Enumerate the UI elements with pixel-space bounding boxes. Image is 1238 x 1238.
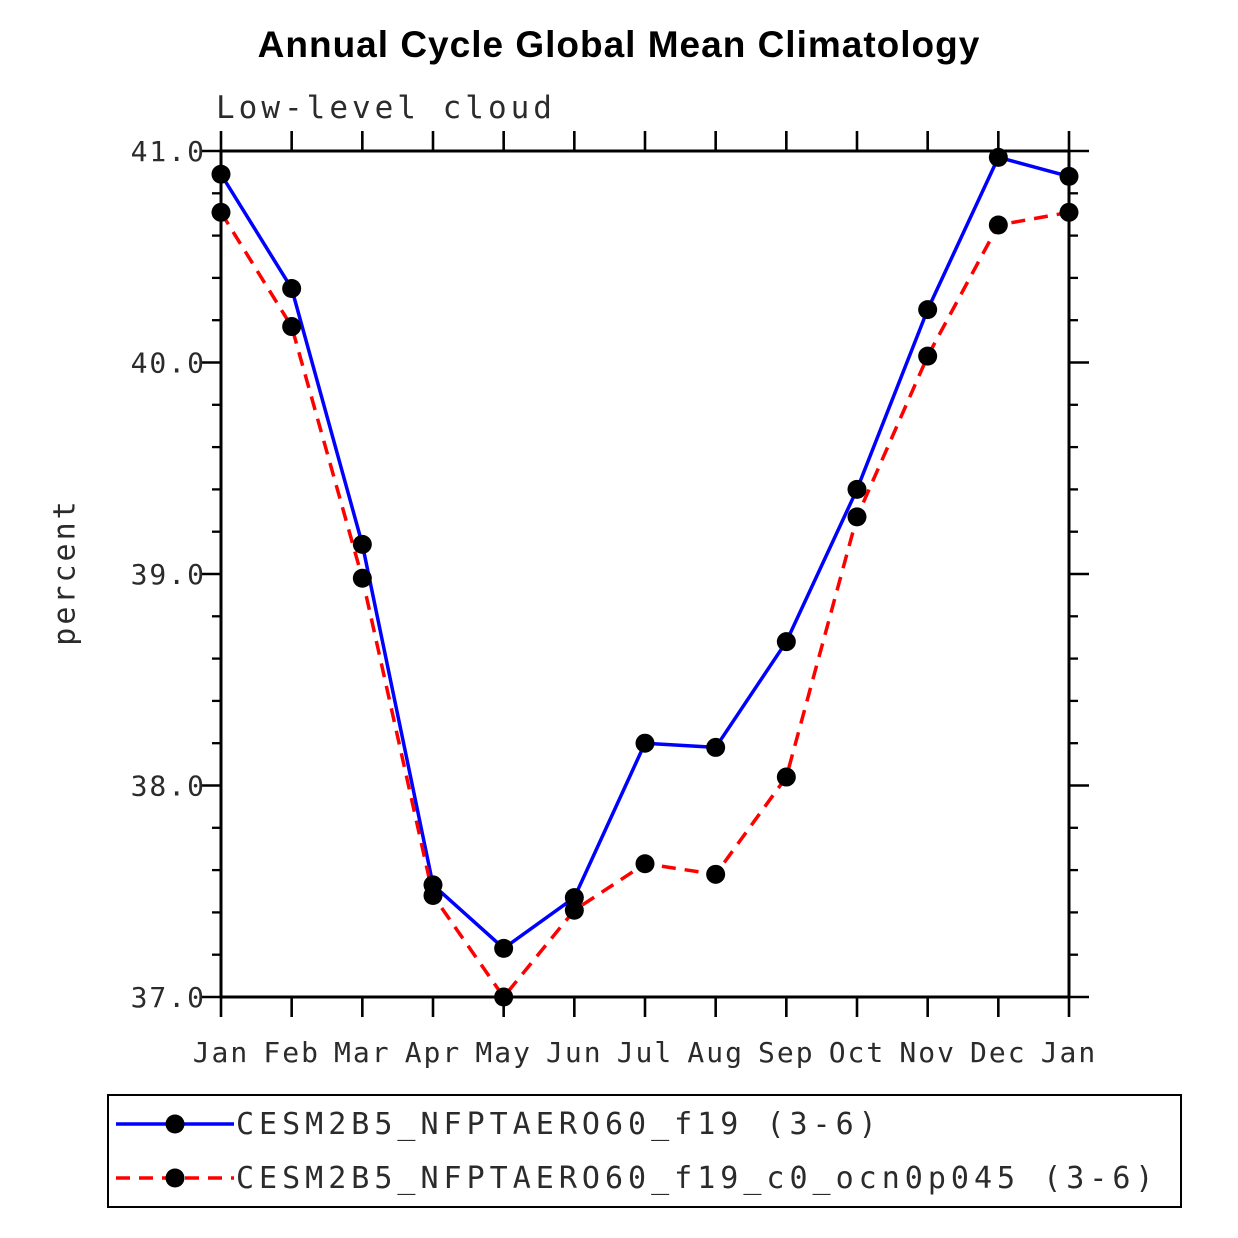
data-point-marker bbox=[282, 317, 302, 337]
x-tick-label: Aug bbox=[687, 1036, 744, 1069]
legend-entry-label: CESM2B5_NFPTAERO60_f19_c0_ocn0p045 (3-6) bbox=[236, 1160, 1159, 1196]
data-point-marker bbox=[211, 202, 231, 222]
series-line-1 bbox=[219, 210, 1070, 999]
data-point-marker bbox=[918, 300, 938, 320]
legend-marker-icon bbox=[165, 1168, 185, 1188]
x-tick-label: May bbox=[475, 1036, 532, 1069]
data-point-marker bbox=[635, 733, 655, 753]
data-point-marker bbox=[918, 346, 938, 366]
data-point-marker bbox=[1059, 202, 1079, 222]
y-tick-label: 40.0 bbox=[131, 347, 206, 380]
x-tick-label: Nov bbox=[899, 1036, 956, 1069]
data-point-marker bbox=[494, 987, 514, 1007]
series-line-0 bbox=[219, 155, 1070, 951]
data-point-marker bbox=[706, 864, 726, 884]
legend-box: CESM2B5_NFPTAERO60_f19 (3-6) CESM2B5_NFP… bbox=[107, 1094, 1182, 1208]
data-point-marker bbox=[706, 737, 726, 757]
x-tick-label: Apr bbox=[405, 1036, 462, 1069]
x-tick-label: Feb bbox=[263, 1036, 320, 1069]
legend-entry: CESM2B5_NFPTAERO60_f19_c0_ocn0p045 (3-6) bbox=[114, 1153, 1180, 1203]
chart-subtitle: Low-level cloud bbox=[216, 90, 556, 126]
data-point-marker bbox=[494, 938, 514, 958]
data-point-marker bbox=[282, 278, 302, 298]
data-point-marker bbox=[847, 479, 867, 499]
legend-line-sample-dashed bbox=[116, 1168, 234, 1188]
y-tick-label: 41.0 bbox=[131, 135, 206, 168]
legend-entry: CESM2B5_NFPTAERO60_f19 (3-6) bbox=[114, 1099, 1180, 1149]
y-tick-label: 37.0 bbox=[131, 981, 206, 1014]
data-point-marker bbox=[988, 147, 1008, 167]
y-tick-label: 39.0 bbox=[131, 558, 206, 591]
data-point-marker bbox=[211, 164, 231, 184]
legend-entry-label: CESM2B5_NFPTAERO60_f19 (3-6) bbox=[236, 1106, 882, 1142]
legend-line-sample-solid bbox=[116, 1114, 234, 1134]
x-tick-label: Sep bbox=[758, 1036, 815, 1069]
legend-marker-icon bbox=[165, 1114, 185, 1134]
y-tick-label: 38.0 bbox=[131, 770, 206, 803]
data-point-marker bbox=[1059, 166, 1079, 186]
x-tick-label: Jan bbox=[193, 1036, 250, 1069]
data-point-marker bbox=[564, 900, 584, 920]
x-tick-label: Mar bbox=[334, 1036, 391, 1069]
data-point-marker bbox=[847, 507, 867, 527]
data-point-marker bbox=[635, 854, 655, 874]
data-point-marker bbox=[776, 767, 796, 787]
data-point-marker bbox=[988, 215, 1008, 235]
x-tick-label: Jul bbox=[617, 1036, 674, 1069]
data-point-marker bbox=[352, 534, 372, 554]
x-tick-label: Dec bbox=[970, 1036, 1027, 1069]
x-tick-label: Oct bbox=[829, 1036, 886, 1069]
data-point-marker bbox=[423, 885, 443, 905]
data-point-marker bbox=[352, 568, 372, 588]
data-point-marker bbox=[776, 632, 796, 652]
x-tick-label: Jun bbox=[546, 1036, 603, 1069]
plot-border bbox=[219, 149, 1071, 999]
x-tick-label: Jan bbox=[1041, 1036, 1098, 1069]
chart-title: Annual Cycle Global Mean Climatology bbox=[257, 24, 981, 65]
